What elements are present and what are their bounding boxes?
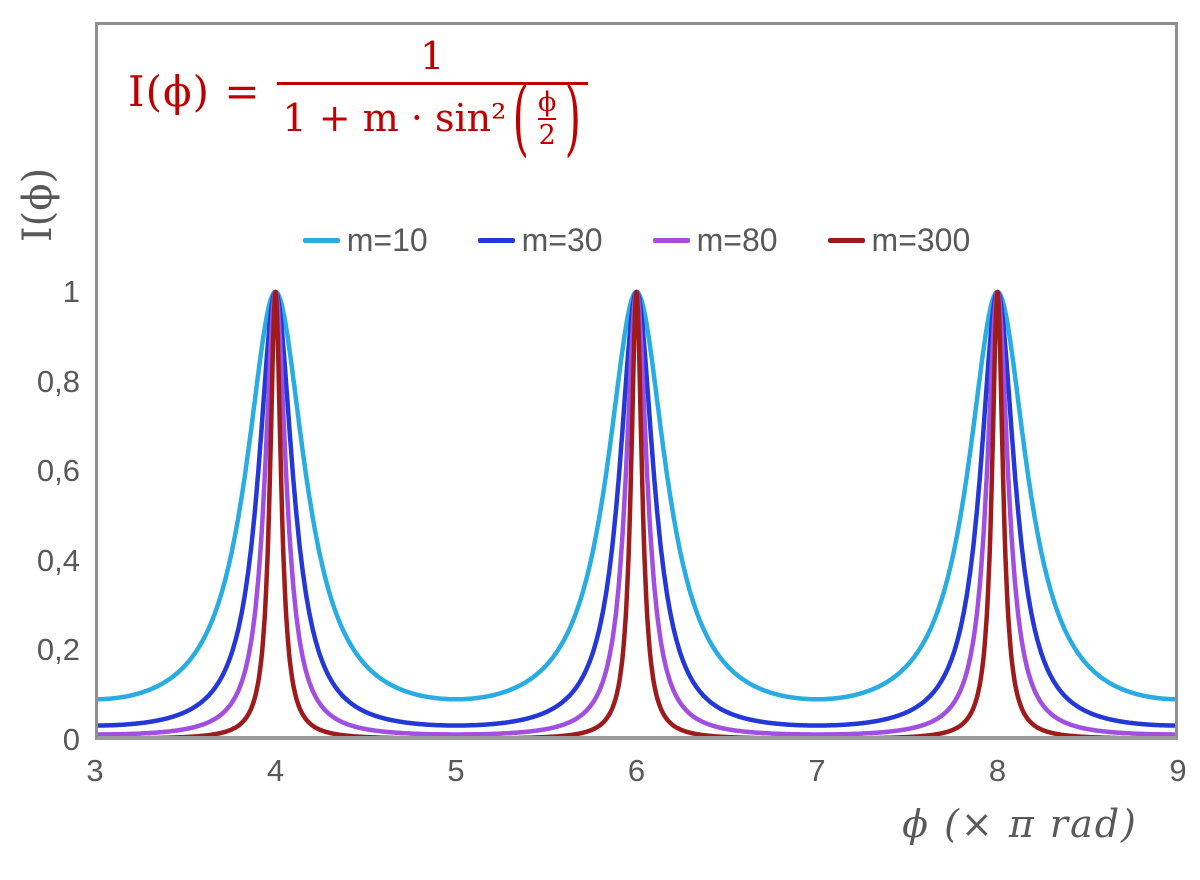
x-tick-label: 3 (86, 753, 104, 788)
y-tick-label: 1 (62, 274, 80, 309)
fraction-bar (276, 81, 588, 85)
legend-item-m-30: m=30 (477, 222, 603, 258)
y-tick-label: 0,2 (36, 632, 80, 668)
legend-item-m-80: m=80 (652, 222, 778, 258)
legend: m=10 m=30 m=80 m=300 (95, 224, 1178, 256)
x-tick-label: 4 (266, 753, 285, 788)
legend-swatch-icon (827, 237, 865, 243)
formula-fraction: 1 1 + m · sin² ( ϕ 2 ) (276, 34, 588, 160)
formula-numerator: 1 (420, 34, 445, 78)
x-tick-label: 7 (808, 753, 826, 788)
y-tick-label: 0,8 (36, 363, 80, 399)
legend-item-m-300: m=300 (827, 222, 971, 258)
denominator-prefix: 1 + m · sin² (282, 95, 507, 140)
legend-swatch-icon (302, 237, 340, 243)
formula-lhs: I(ϕ) = (128, 67, 261, 117)
close-paren: ) (564, 71, 582, 166)
inner-denominator: 2 (538, 119, 556, 151)
legend-swatch-icon (477, 237, 515, 243)
x-axis-title: ϕ (× π rad) (902, 802, 1138, 846)
y-tick-label: 0 (62, 722, 80, 757)
legend-label: m=30 (521, 222, 603, 258)
formula-denominator: 1 + m · sin² ( ϕ 2 ) (277, 78, 588, 160)
legend-label: m=80 (696, 222, 778, 258)
curves-canvas (98, 289, 1175, 736)
legend-label: m=300 (871, 222, 971, 258)
y-axis-title: I(ϕ) (15, 167, 61, 243)
legend-item-m-10: m=10 (302, 222, 428, 258)
phi-over-two-fraction: ϕ 2 (537, 86, 557, 151)
y-tick-label: 0,6 (36, 453, 80, 489)
curve-m-300 (140, 289, 1133, 736)
legend-swatch-icon (652, 237, 690, 243)
curve-m-10 (98, 289, 1175, 702)
x-tick-label: 9 (1169, 753, 1187, 788)
x-tick-label: 8 (988, 753, 1007, 788)
plot-area (95, 22, 1178, 740)
x-tick-label: 6 (627, 753, 646, 788)
legend-label: m=10 (346, 222, 428, 258)
y-tick-label: 0,4 (36, 542, 80, 578)
formula-annotation: I(ϕ) = 1 1 + m · sin² ( ϕ 2 ) (128, 34, 588, 160)
open-paren: ( (512, 71, 530, 166)
inner-numerator: ϕ (537, 86, 557, 118)
x-tick-label: 5 (447, 753, 465, 788)
inner-fraction-bar (537, 117, 557, 120)
